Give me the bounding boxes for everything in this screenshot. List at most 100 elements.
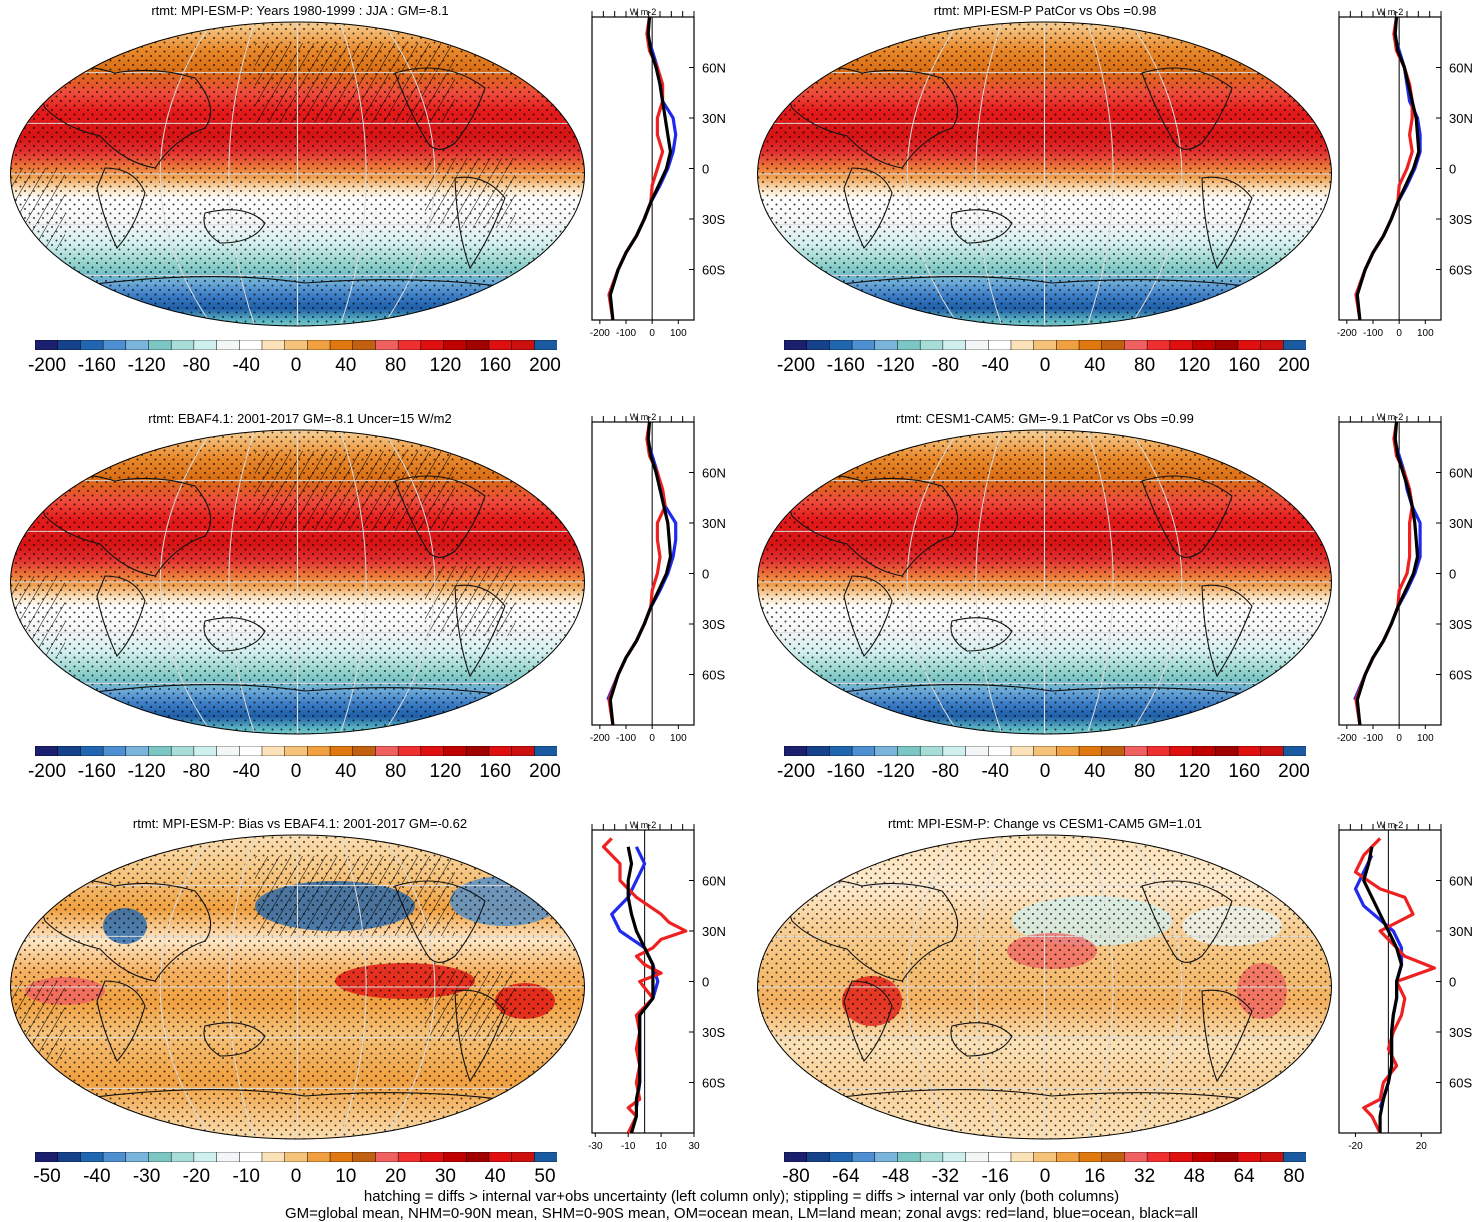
series-line-all: [1355, 421, 1420, 726]
colorbar-tick-label: 160: [1228, 761, 1261, 782]
lat-tick-label: 60S: [702, 668, 725, 683]
colorbar-tick-label: -160: [77, 355, 116, 376]
lat-tick-label: 30N: [1449, 111, 1473, 126]
lat-tick-label: 60N: [702, 466, 726, 481]
map-panel-3: [10, 429, 585, 735]
colorbar-tick-label: 120: [1178, 355, 1211, 376]
colorbar-tick-label: 80: [385, 355, 407, 376]
colorbar-tick-label: -32: [931, 1166, 960, 1187]
lat-tick-label: 0: [702, 162, 709, 177]
colorbar-3: [35, 746, 557, 756]
lat-tick-label: 60N: [1449, 466, 1473, 481]
series-line-all: [608, 421, 673, 726]
series-line-land: [1353, 837, 1437, 1134]
x-tick-label: -200: [1337, 328, 1357, 339]
colorbar-tick-label: 16: [1084, 1166, 1106, 1187]
colorbar-tick-label: -80: [931, 355, 960, 376]
colorbar-tick-label: 30: [434, 1166, 456, 1187]
lat-tick-label: 30N: [1449, 516, 1473, 531]
zonal-profile-5: W m-2 60N 30N 0 30S 60S -30 -10 10 30: [588, 820, 726, 1152]
panel-title: rtmt: MPI-ESM-P PatCor vs Obs =0.98: [933, 3, 1157, 18]
lat-tick-label: 30N: [702, 111, 726, 126]
lat-tick-label: 60S: [702, 1076, 725, 1091]
colorbar-tick-label: -120: [876, 355, 915, 376]
colorbar-tick-label: -80: [182, 355, 211, 376]
lat-tick-label: 30S: [702, 1025, 725, 1040]
units-label: W m-2: [630, 7, 657, 17]
x-tick-label: 0: [1396, 733, 1402, 744]
lat-tick-label: 60S: [1449, 1076, 1472, 1091]
footer-line-1: hatching = diffs > internal var+obs unce…: [363, 1188, 1120, 1205]
colorbar-tick-label: 32: [1134, 1166, 1156, 1187]
colorbar-tick-label: -64: [832, 1166, 860, 1187]
footer-note: hatching = diffs > internal var+obs unce…: [0, 1188, 1483, 1222]
colorbar-tick-label: 0: [1039, 1166, 1051, 1187]
colorbar-tick-label: 200: [529, 761, 561, 782]
colorbar-tick-label: -160: [826, 761, 865, 782]
series-line-all: [608, 16, 673, 321]
map-panel-4: [757, 429, 1332, 735]
colorbar-labels-1: -200 -160 -120 -80 -40 0 40 80 120 160 200: [28, 355, 561, 379]
x-tick-label: -100: [1363, 328, 1383, 339]
colorbar-1: [35, 340, 557, 350]
x-tick-label: -200: [1337, 733, 1357, 744]
colorbar-tick-label: 80: [385, 761, 407, 782]
lat-tick-label: 0: [1449, 567, 1456, 582]
x-tick-label: 100: [1417, 328, 1434, 339]
lat-tick-label: 60N: [702, 874, 726, 889]
x-tick-label: -30: [588, 1141, 603, 1152]
lat-tick-label: 30S: [1449, 212, 1472, 227]
map-panel-2: [757, 21, 1332, 327]
colorbar-tick-label: -16: [981, 1166, 1009, 1187]
colorbar-tick-label: -120: [127, 761, 166, 782]
map-panel-1: [10, 21, 585, 327]
zonal-profile-2: W m-2 60N 30N 0 30S 60S -200 -100 0 100: [1337, 7, 1473, 339]
series-line-ocean: [1354, 33, 1422, 296]
units-label: W m-2: [1377, 412, 1404, 422]
colorbar-tick-label: -80: [782, 1166, 810, 1187]
units-label: W m-2: [630, 412, 657, 422]
x-tick-label: -100: [616, 733, 636, 744]
lat-tick-label: 30N: [702, 516, 726, 531]
colorbar-tick-label: 0: [290, 761, 302, 782]
footer-line-2: GM=global mean, NHM=0-90N mean, SHM=0-90…: [284, 1205, 1198, 1222]
map-panel-6: [757, 834, 1332, 1140]
lat-tick-label: 0: [702, 975, 709, 990]
panel-title: rtmt: EBAF4.1: 2001-2017 GM=-8.1 Uncer=1…: [148, 411, 452, 426]
colorbar-tick-label: -40: [981, 761, 1009, 782]
colorbar-tick-label: 80: [1134, 355, 1156, 376]
lat-tick-label: 0: [702, 567, 709, 582]
colorbar-tick-label: -10: [232, 1166, 260, 1187]
x-tick-label: -10: [621, 1141, 636, 1152]
lat-tick-label: 0: [1449, 975, 1456, 990]
lat-tick-label: 60N: [1449, 874, 1473, 889]
colorbar-tick-label: 120: [429, 355, 462, 376]
panel-title: rtmt: CESM1-CAM5: GM=-9.1 PatCor vs Obs …: [896, 411, 1194, 426]
lat-tick-label: 30N: [1449, 924, 1473, 939]
colorbar-tick-label: 120: [1178, 761, 1211, 782]
x-tick-label: -200: [590, 733, 610, 744]
lat-tick-label: 60N: [702, 61, 726, 76]
lat-tick-label: 0: [1449, 162, 1456, 177]
colorbar-tick-label: -40: [232, 761, 260, 782]
colorbar-tick-label: -40: [83, 1166, 111, 1187]
x-tick-label: 30: [688, 1141, 700, 1152]
colorbar-4: [784, 746, 1306, 756]
colorbar-tick-label: 10: [335, 1166, 357, 1187]
zonal-profile-1: W m-2 60N 30N 0 30S 60S -200 -100 0 100: [590, 7, 726, 339]
x-tick-label: 100: [670, 328, 687, 339]
colorbar-tick-label: -20: [182, 1166, 211, 1187]
x-tick-label: 100: [670, 733, 687, 744]
x-tick-label: -20: [1348, 1141, 1363, 1152]
colorbar-tick-label: 0: [290, 355, 302, 376]
colorbar-tick-label: -50: [33, 1166, 61, 1187]
colorbar-tick-label: -200: [776, 761, 816, 782]
colorbar-tick-label: -80: [931, 761, 960, 782]
colorbar-tick-label: -200: [776, 355, 816, 376]
colorbar-tick-label: 160: [479, 355, 512, 376]
lat-tick-label: 60N: [1449, 61, 1473, 76]
x-tick-label: 10: [656, 1141, 668, 1152]
units-label: W m-2: [1377, 7, 1404, 17]
colorbar-tick-label: -40: [981, 355, 1009, 376]
zonal-profile-3: W m-2 60N 30N 0 30S 60S -200 -100 0 100: [590, 412, 726, 744]
